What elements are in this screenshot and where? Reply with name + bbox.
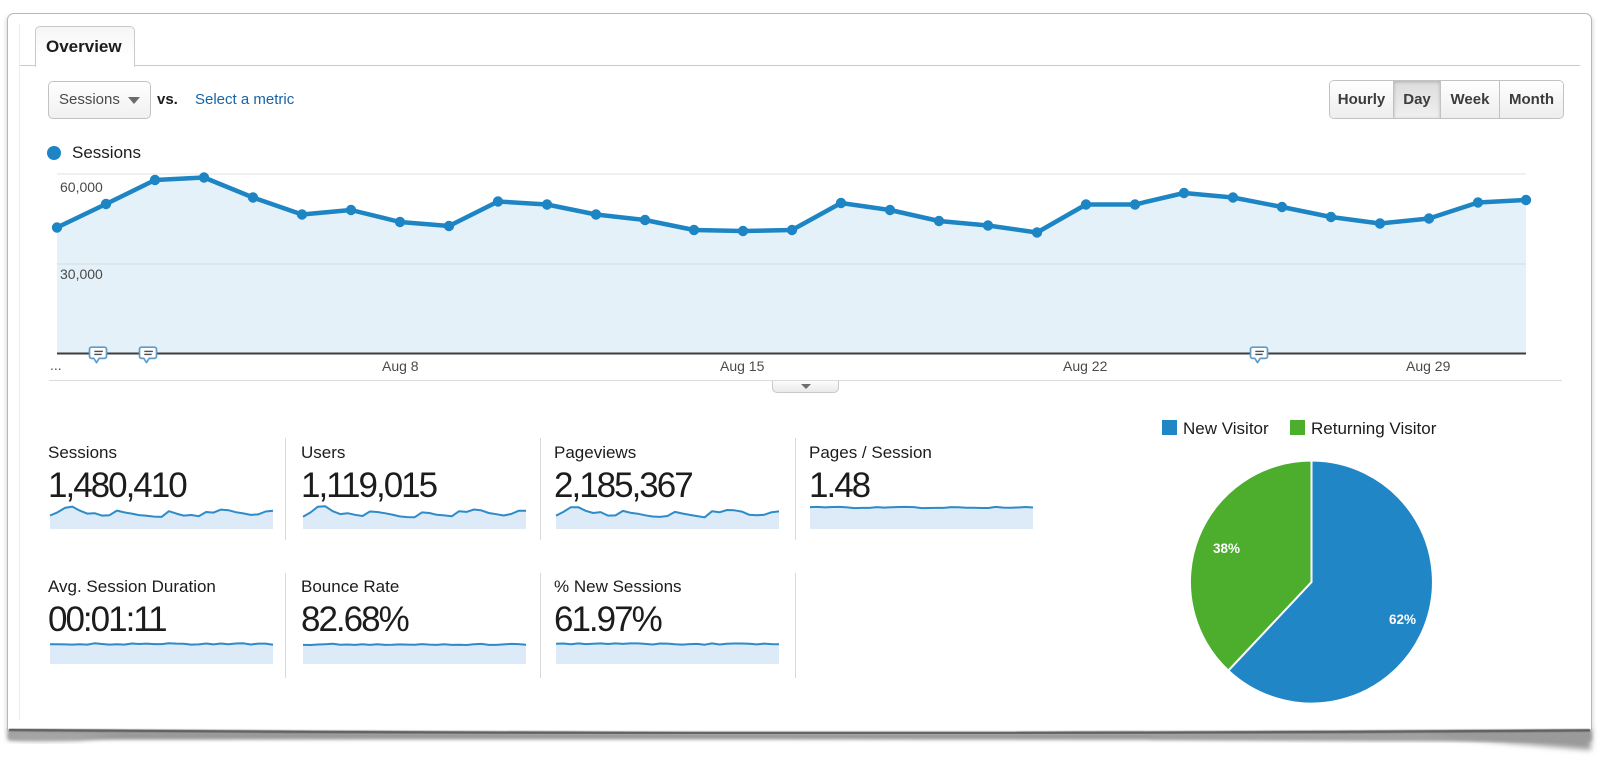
svg-text:38%: 38% [1213,541,1240,556]
svg-text:62%: 62% [1389,612,1416,627]
